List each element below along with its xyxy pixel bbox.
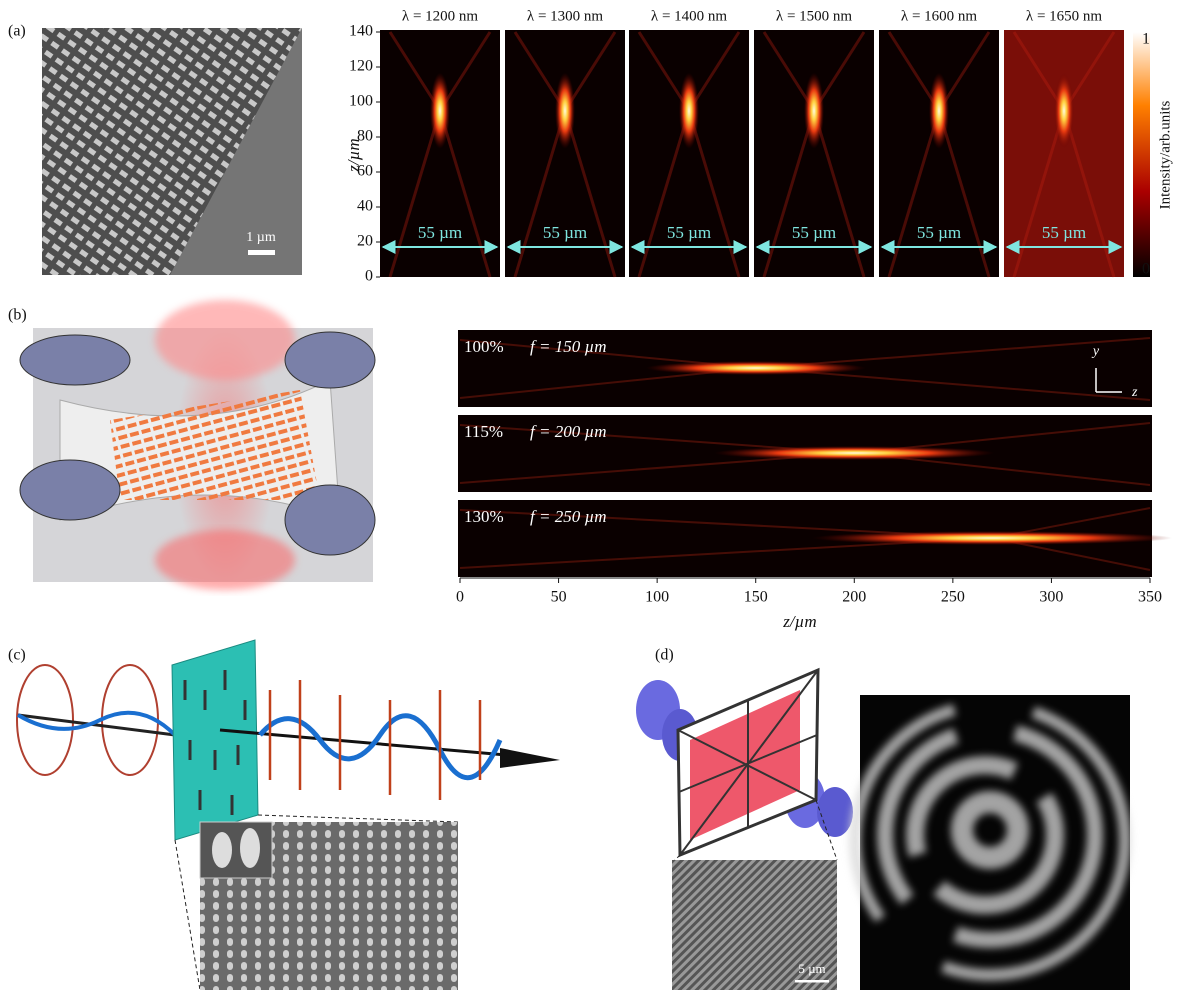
y-tick-label: 140 [349,23,373,40]
colorbar [1133,32,1150,277]
wavelength-label: λ = 1650 nm [1026,8,1102,24]
focal-spot [646,361,866,375]
y-tick-label: 20 [357,233,373,250]
focal-spot [812,531,1172,545]
x-tick-label: 250 [941,589,965,606]
focal-spot [555,73,575,149]
focal-label: f = 250 µm [530,507,607,526]
x-axis-label: z/µm [782,612,816,631]
focal-spot [804,73,824,149]
wavelength-label: λ = 1400 nm [651,8,727,24]
x-tick-label: 100 [645,589,669,606]
panel-label: (b) [8,307,27,324]
focal-label: f = 150 µm [530,337,607,356]
heatmaps [380,30,1124,277]
focal-spot [679,73,699,149]
width-label: 55 µm [418,223,462,242]
width-label: 55 µm [792,223,836,242]
focal-label: f = 200 µm [530,422,607,441]
scale-label: 5 µm [798,961,825,976]
x-tick-label: 200 [842,589,866,606]
zoom-label: 100% [464,337,504,356]
panel-label: (d) [655,647,674,664]
y-tick-label: 0 [365,268,373,285]
y-tick-label: 80 [357,128,373,145]
focal-spot [714,446,994,460]
x-tick-label: 150 [744,589,768,606]
wavelength-label: λ = 1600 nm [901,8,977,24]
vortex-illustration [636,670,1130,990]
wavelength-label: λ = 1500 nm [776,8,852,24]
width-label: 55 µm [543,223,587,242]
panel-label: (c) [8,647,26,664]
x-tick-label: 300 [1039,589,1063,606]
wavelength-label: λ = 1300 nm [527,8,603,24]
width-label: 55 µm [667,223,711,242]
zoom-label: 130% [464,507,504,526]
scale-label: 1 µm [246,230,276,245]
figure: (a) 1 µm 1 0 Intensity/arb.units z/µm (b… [0,0,1178,990]
colorbar-min: 0 [1142,261,1150,278]
axis-y-label: y [1091,344,1100,359]
scale-bar [248,250,275,255]
wavelength-label: λ = 1200 nm [402,8,478,24]
y-tick-label: 120 [349,58,373,75]
y-tick-label: 60 [357,163,373,180]
width-label: 55 µm [917,223,961,242]
zoom-label: 115% [464,422,503,441]
focus-strips [458,330,1172,577]
device-illustration [20,300,375,590]
width-label: 55 µm [1042,223,1086,242]
x-tick-label: 350 [1138,589,1162,606]
focal-spot [929,73,949,149]
focal-spot [430,73,450,149]
polarization-illustration [17,640,560,990]
y-tick-label: 40 [357,198,373,215]
y-tick-label: 100 [349,93,373,110]
colorbar-label: Intensity/arb.units [1157,100,1173,209]
x-tick-label: 50 [551,589,567,606]
colorbar-max: 1 [1142,31,1150,48]
axis-z-label: z [1131,385,1138,400]
x-tick-label: 0 [456,589,464,606]
focal-spot [1054,73,1074,149]
panel-label: (a) [8,23,26,40]
